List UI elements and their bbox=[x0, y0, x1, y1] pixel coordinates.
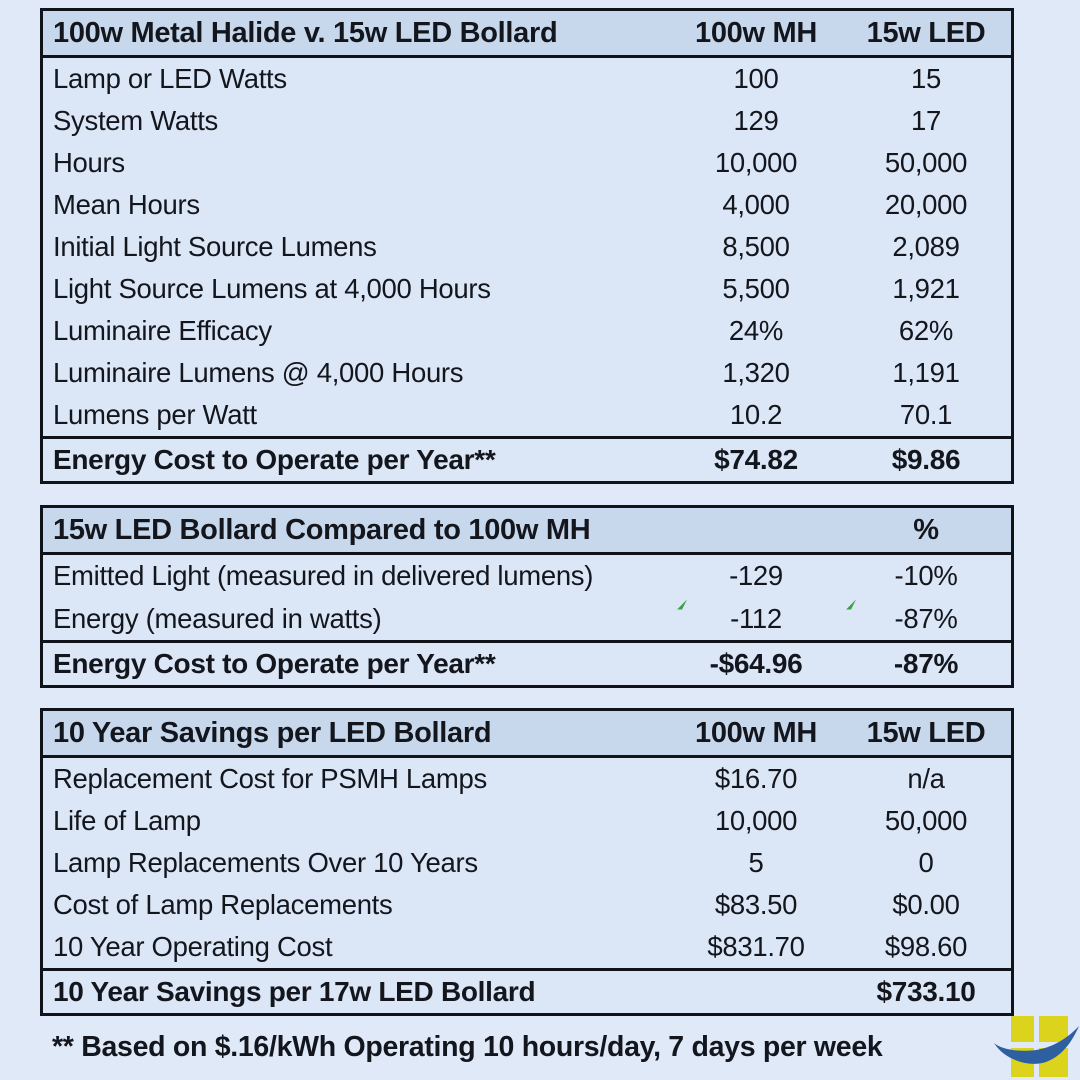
cell-mh-value: 10,000 bbox=[714, 805, 798, 836]
row-label: Energy Cost to Operate per Year** bbox=[53, 444, 496, 475]
table-title: 15w LED Bollard Compared to 100w MH bbox=[53, 513, 591, 546]
row-label: Lumens per Watt bbox=[53, 399, 257, 430]
column-header-percent: % bbox=[913, 513, 939, 546]
cell-mh-value: 100 bbox=[733, 63, 779, 94]
footnote: ** Based on $.16/kWh Operating 10 hours/… bbox=[52, 1031, 883, 1063]
row-label: Light Source Lumens at 4,000 Hours bbox=[53, 273, 491, 304]
table-total-row: Energy Cost to Operate per Year** $74.82… bbox=[43, 436, 1011, 481]
cell-led-value: 2,089 bbox=[892, 231, 960, 262]
table-row: Initial Light Source Lumens 8,500 2,089 bbox=[43, 226, 1011, 268]
row-label: Cost of Lamp Replacements bbox=[53, 889, 393, 920]
table-row: Energy (measured in watts) -112 -87% bbox=[43, 598, 1011, 641]
table-header-row: 100w Metal Halide v. 15w LED Bollard 100… bbox=[43, 11, 1011, 58]
table-mh-vs-led: 100w Metal Halide v. 15w LED Bollard 100… bbox=[40, 8, 1014, 484]
row-label: Replacement Cost for PSMH Lamps bbox=[53, 763, 487, 794]
row-label: Luminaire Lumens @ 4,000 Hours bbox=[53, 357, 464, 388]
cell-mh-value: $831.70 bbox=[707, 931, 805, 962]
cell-led-value: 17 bbox=[911, 105, 941, 136]
row-label: 10 Year Savings per 17w LED Bollard bbox=[53, 976, 536, 1007]
row-label: Initial Light Source Lumens bbox=[53, 231, 377, 262]
column-header-15w-led: 15w LED bbox=[866, 16, 986, 49]
table-row: Light Source Lumens at 4,000 Hours 5,500… bbox=[43, 268, 1011, 310]
table-row: Emitted Light (measured in delivered lum… bbox=[43, 555, 1011, 598]
cell-led-value: 15 bbox=[911, 63, 941, 94]
cell-led-value: 1,191 bbox=[892, 357, 960, 388]
cell-mh-value: $74.82 bbox=[714, 444, 798, 475]
cell-mh-value: $16.70 bbox=[714, 763, 798, 794]
cell-mh-value: 5 bbox=[748, 847, 764, 878]
table-row: Cost of Lamp Replacements $83.50 $0.00 bbox=[43, 884, 1011, 926]
table-row: Luminaire Lumens @ 4,000 Hours 1,320 1,1… bbox=[43, 352, 1011, 394]
cell-diff-value: -$64.96 bbox=[709, 648, 803, 679]
cell-led-value: $0.00 bbox=[892, 889, 960, 920]
table-row: System Watts 129 17 bbox=[43, 100, 1011, 142]
cell-led-value: n/a bbox=[907, 763, 945, 794]
cell-mh-value: 24% bbox=[728, 315, 784, 346]
cell-diff-value: -112 bbox=[730, 602, 782, 634]
cell-led-value: 1,921 bbox=[892, 273, 960, 304]
cell-led-value: 20,000 bbox=[884, 189, 968, 220]
row-label: Emitted Light (measured in delivered lum… bbox=[53, 560, 594, 592]
cell-mh-value: 10.2 bbox=[729, 399, 783, 430]
row-label: System Watts bbox=[53, 105, 218, 136]
cell-led-value: 50,000 bbox=[884, 805, 968, 836]
table-total-row: Energy Cost to Operate per Year** -$64.9… bbox=[43, 640, 1011, 685]
row-label: Lamp Replacements Over 10 Years bbox=[53, 847, 478, 878]
row-label: Lamp or LED Watts bbox=[53, 63, 287, 94]
table-title: 100w Metal Halide v. 15w LED Bollard bbox=[53, 16, 558, 49]
row-label: Mean Hours bbox=[53, 189, 200, 220]
cell-led-value: $9.86 bbox=[891, 444, 961, 475]
row-label: 10 Year Operating Cost bbox=[53, 931, 333, 962]
cell-mh-value: 10,000 bbox=[714, 147, 798, 178]
cell-led-value: $733.10 bbox=[876, 976, 976, 1007]
row-label: Life of Lamp bbox=[53, 805, 201, 836]
table-row: Hours 10,000 50,000 bbox=[43, 142, 1011, 184]
row-label: Energy Cost to Operate per Year** bbox=[53, 648, 496, 679]
cell-percent-value: -87% bbox=[893, 648, 959, 679]
window-swoosh-logo-icon bbox=[994, 1016, 1079, 1077]
table-row: Luminaire Efficacy 24% 62% bbox=[43, 310, 1011, 352]
cell-percent-value: -87% bbox=[894, 602, 958, 634]
table-row: Lumens per Watt 10.2 70.1 bbox=[43, 394, 1011, 436]
cell-mh-value: 4,000 bbox=[722, 189, 790, 220]
table-row: Lamp or LED Watts 100 15 bbox=[43, 58, 1011, 100]
cell-mh-value: 129 bbox=[733, 105, 779, 136]
table-total-row: 10 Year Savings per 17w LED Bollard $733… bbox=[43, 968, 1011, 1013]
table-title: 10 Year Savings per LED Bollard bbox=[53, 716, 492, 749]
cell-mh-value: 1,320 bbox=[722, 357, 790, 388]
column-header-15w-led: 15w LED bbox=[866, 716, 986, 749]
row-label: Energy (measured in watts) bbox=[53, 602, 382, 634]
cell-led-value: 70.1 bbox=[899, 399, 953, 430]
cell-mh-value: 5,500 bbox=[722, 273, 790, 304]
table-header-row: 10 Year Savings per LED Bollard 100w MH … bbox=[43, 711, 1011, 758]
column-header-100w-mh: 100w MH bbox=[695, 716, 817, 749]
table-led-compared-to-mh: 15w LED Bollard Compared to 100w MH % Em… bbox=[40, 505, 1014, 688]
table-row: Life of Lamp 10,000 50,000 bbox=[43, 800, 1011, 842]
table-row: Mean Hours 4,000 20,000 bbox=[43, 184, 1011, 226]
table-row: 10 Year Operating Cost $831.70 $98.60 bbox=[43, 926, 1011, 968]
cell-led-value: 0 bbox=[918, 847, 934, 878]
table-row: Lamp Replacements Over 10 Years 5 0 bbox=[43, 842, 1011, 884]
cell-diff-value: -129 bbox=[729, 560, 783, 592]
cell-mh-value: $83.50 bbox=[714, 889, 798, 920]
table-ten-year-savings: 10 Year Savings per LED Bollard 100w MH … bbox=[40, 708, 1014, 1016]
table-row: Replacement Cost for PSMH Lamps $16.70 n… bbox=[43, 758, 1011, 800]
cell-led-value: $98.60 bbox=[884, 931, 968, 962]
cell-mh-value: 8,500 bbox=[722, 231, 790, 262]
column-header-100w-mh: 100w MH bbox=[695, 16, 817, 49]
table-header-row: 15w LED Bollard Compared to 100w MH % bbox=[43, 508, 1011, 555]
cell-led-value: 50,000 bbox=[884, 147, 968, 178]
cell-led-value: 62% bbox=[898, 315, 954, 346]
row-label: Luminaire Efficacy bbox=[53, 315, 272, 346]
cell-percent-value: -10% bbox=[894, 560, 958, 592]
row-label: Hours bbox=[53, 147, 125, 178]
